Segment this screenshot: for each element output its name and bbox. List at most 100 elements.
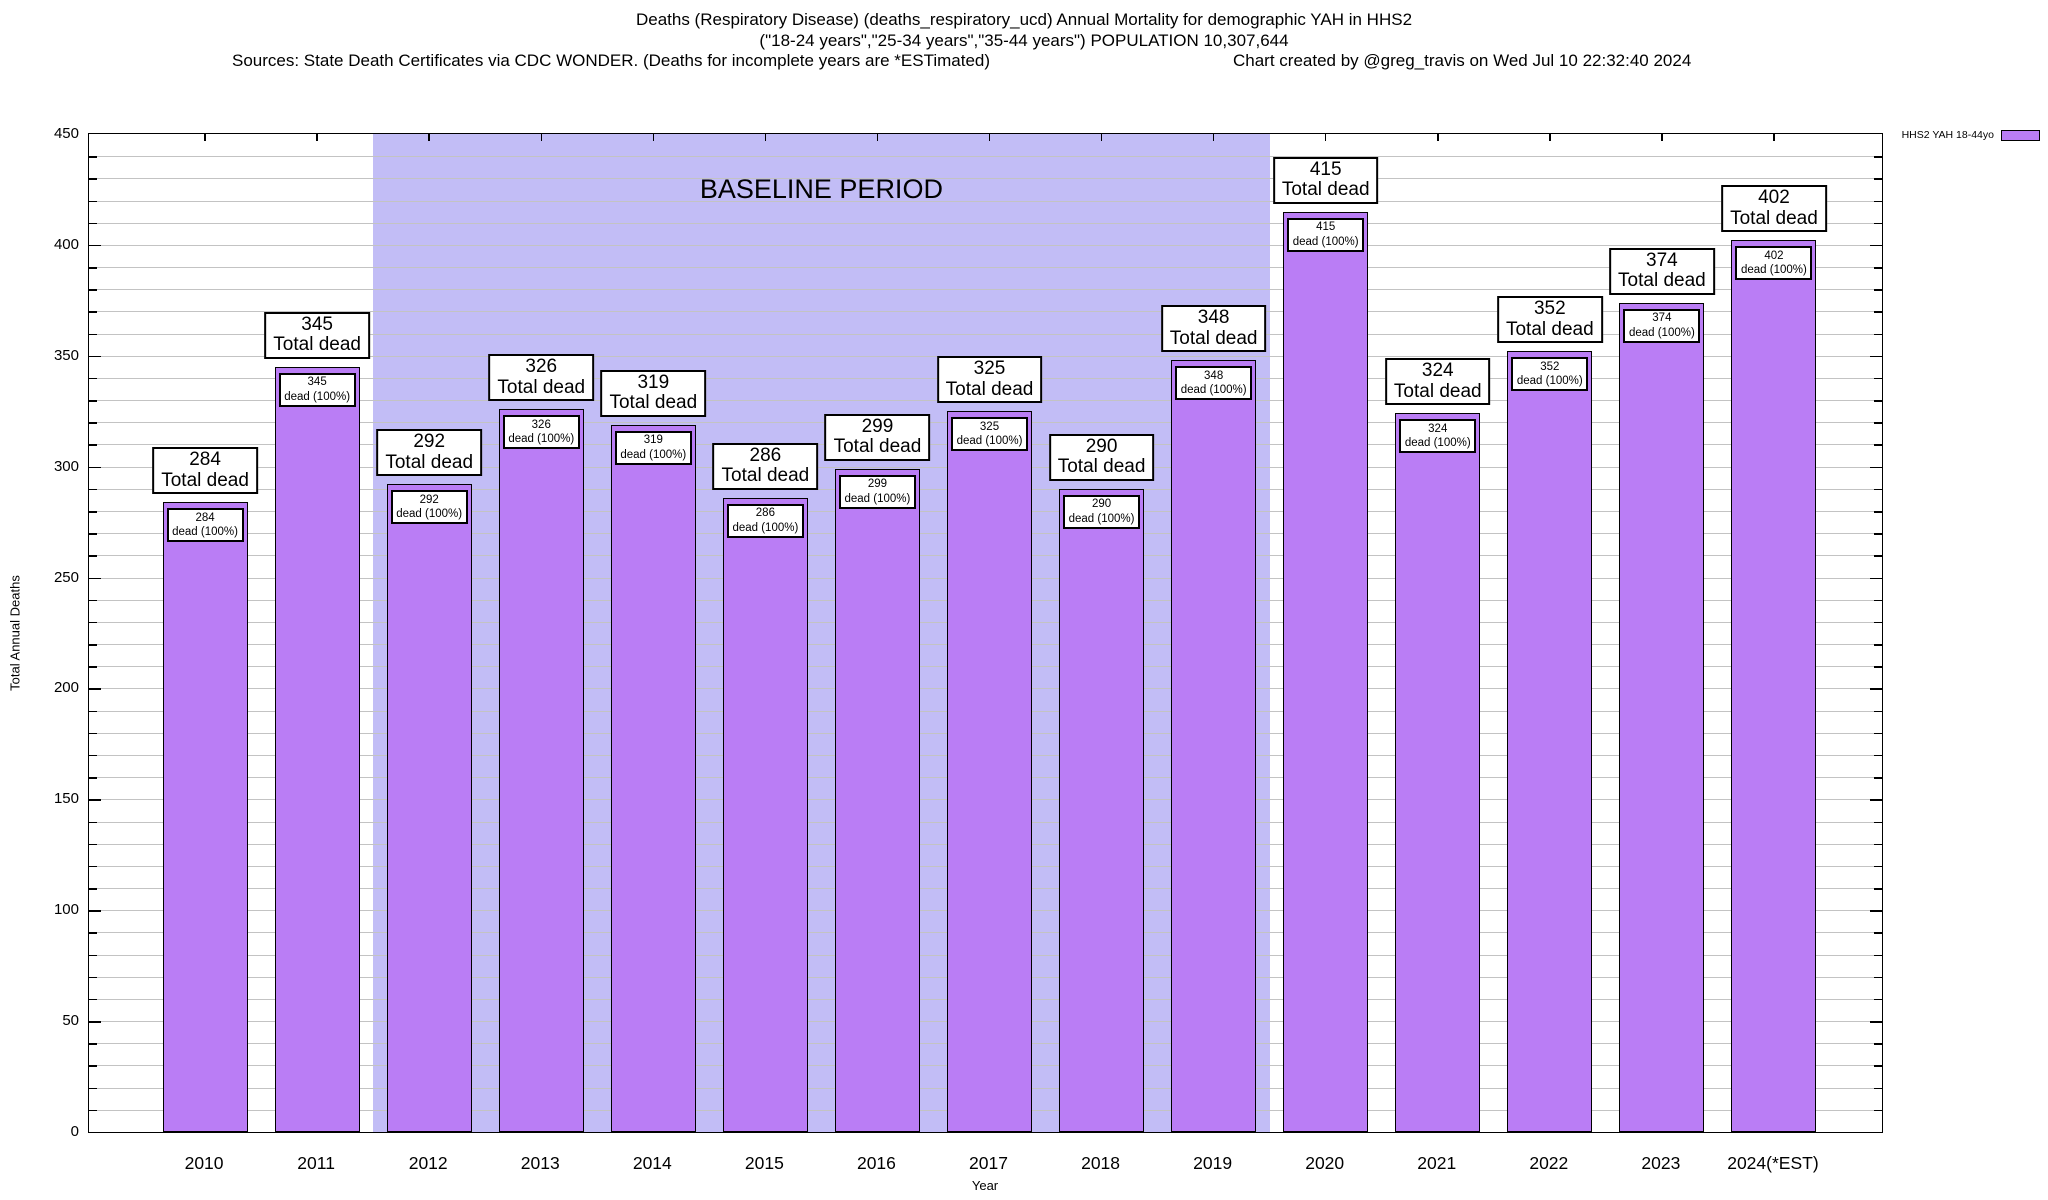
y-tick — [1874, 377, 1882, 380]
y-tick — [1874, 289, 1882, 291]
bar-total-text: Total dead — [833, 436, 922, 458]
y-tick — [1874, 422, 1882, 424]
y-tick-label: 100 — [53, 901, 79, 919]
bar-total-label: 292 Total dead — [376, 429, 483, 477]
bar-inner-label: 325 dead (100%) — [951, 417, 1028, 452]
x-tick — [1212, 134, 1215, 141]
y-tick — [1874, 888, 1882, 890]
bar-total-value: 319 — [637, 371, 670, 393]
chart-title-line3: Sources: State Death Certificates via CD… — [0, 51, 2048, 72]
y-tick — [1870, 688, 1882, 690]
y-tick — [1874, 976, 1882, 979]
y-tick — [89, 754, 97, 757]
x-tick — [988, 134, 991, 141]
y-tick-label: 50 — [62, 1012, 79, 1030]
x-category-label: 2012 — [408, 1153, 448, 1173]
bar: 325 dead (100%) — [947, 411, 1032, 1132]
bar-inner-value: 415 — [1316, 221, 1336, 234]
bar: 345 dead (100%) — [274, 366, 360, 1132]
x-tick — [428, 134, 430, 141]
chart-title-line2: ("18-24 years","25-34 years","35-44 year… — [759, 31, 1289, 50]
bar-total-text: Total dead — [385, 451, 474, 473]
y-tick — [89, 156, 97, 158]
bar-total-value: 290 — [1085, 435, 1118, 457]
x-tick — [1324, 134, 1327, 141]
y-tick — [89, 466, 101, 469]
y-tick-label: 300 — [53, 457, 79, 475]
x-category-label: 2023 — [1641, 1153, 1681, 1173]
y-tick — [89, 488, 97, 491]
x-category-label: 2018 — [1081, 1153, 1121, 1173]
y-tick — [89, 377, 97, 380]
y-tick — [1870, 1021, 1882, 1023]
y-tick — [1874, 998, 1882, 1001]
y-tick — [1874, 511, 1882, 513]
y-tick — [1870, 577, 1882, 580]
bar-total-text: Total dead — [1057, 456, 1146, 478]
y-tick — [89, 621, 97, 624]
bar-inner-text: dead (100%) — [1404, 437, 1471, 450]
bar-inner-value: 402 — [1764, 249, 1784, 262]
bar: 348 dead (100%) — [1171, 360, 1257, 1132]
x-tick — [316, 134, 318, 141]
bar-inner-text: dead (100%) — [1292, 235, 1359, 248]
bar: 299 dead (100%) — [834, 468, 920, 1132]
bar-total-label: 374 Total dead — [1609, 247, 1715, 295]
y-tick-label: 150 — [53, 790, 79, 808]
bar: 290 dead (100%) — [1059, 488, 1145, 1132]
x-tick — [1437, 134, 1439, 141]
y-tick — [1874, 732, 1882, 735]
bar-inner-text: dead (100%) — [396, 508, 463, 521]
x-tick — [764, 134, 767, 141]
chart-credit-note: Chart created by @greg_travis on Wed Jul… — [1233, 51, 1692, 70]
bar-total-value: 286 — [749, 444, 782, 466]
bar-total-text: Total dead — [945, 378, 1034, 400]
bar-total-value: 374 — [1646, 249, 1678, 271]
y-tick — [1874, 444, 1882, 446]
y-tick — [1874, 621, 1882, 624]
bar-inner-text: dead (100%) — [172, 526, 238, 539]
y-tick — [89, 200, 97, 203]
x-category-label: 2015 — [744, 1153, 784, 1173]
bar: 324 dead (100%) — [1395, 413, 1481, 1132]
y-tick — [89, 533, 97, 535]
bar-total-value: 402 — [1758, 187, 1790, 209]
bar-inner-value: 326 — [531, 418, 551, 431]
bar-inner-label: 374 dead (100%) — [1623, 308, 1701, 343]
x-tick — [652, 134, 655, 141]
y-tick — [89, 799, 101, 801]
y-tick — [1874, 865, 1882, 868]
y-tick — [89, 732, 97, 735]
legend-series-label: HHS2 YAH 18-44yo — [1901, 129, 1994, 141]
bar-inner-text: dead (100%) — [956, 435, 1023, 448]
y-tick — [89, 1021, 101, 1023]
y-tick — [89, 865, 97, 868]
bar-inner-value: 374 — [1652, 312, 1672, 325]
gridline — [89, 244, 1882, 246]
x-tick — [1773, 134, 1775, 141]
y-tick — [1874, 1043, 1882, 1045]
bar: 284 dead (100%) — [162, 502, 248, 1132]
y-tick — [1874, 400, 1882, 402]
y-tick — [89, 511, 97, 513]
x-category-label: 2019 — [1193, 1153, 1233, 1173]
x-category-label: 2020 — [1305, 1153, 1345, 1173]
y-tick-label: 200 — [53, 679, 79, 697]
x-axis-title: Year — [972, 1178, 998, 1193]
bar-inner-text: dead (100%) — [1180, 384, 1247, 397]
y-tick — [1874, 843, 1882, 846]
bar-total-text: Total dead — [497, 376, 586, 398]
y-tick — [89, 932, 97, 934]
bar-inner-value: 286 — [755, 507, 775, 520]
bar-total-label: 325 Total dead — [936, 356, 1043, 404]
bar-total-label: 415 Total dead — [1272, 156, 1379, 204]
bar-inner-label: 299 dead (100%) — [838, 474, 916, 509]
bar-total-value: 324 — [1421, 360, 1454, 382]
bar-inner-value: 324 — [1428, 422, 1448, 435]
y-tick — [1874, 666, 1882, 668]
bar-total-label: 290 Total dead — [1048, 433, 1155, 481]
bar-inner-label: 324 dead (100%) — [1399, 419, 1477, 454]
x-tick — [540, 134, 542, 141]
bar: 415 dead (100%) — [1283, 211, 1369, 1132]
bar-total-value: 325 — [973, 358, 1006, 380]
